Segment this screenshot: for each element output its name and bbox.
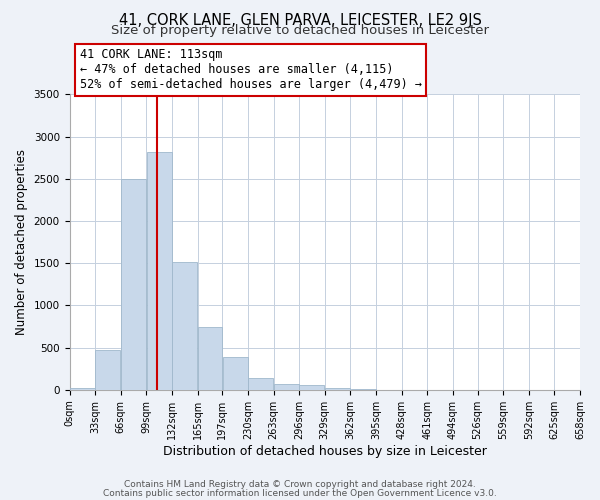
Text: Contains public sector information licensed under the Open Government Licence v3: Contains public sector information licen… <box>103 488 497 498</box>
Text: Contains HM Land Registry data © Crown copyright and database right 2024.: Contains HM Land Registry data © Crown c… <box>124 480 476 489</box>
Y-axis label: Number of detached properties: Number of detached properties <box>15 149 28 335</box>
Bar <box>248 378 273 390</box>
Text: 41, CORK LANE, GLEN PARVA, LEICESTER, LE2 9JS: 41, CORK LANE, GLEN PARVA, LEICESTER, LE… <box>119 12 481 28</box>
X-axis label: Distribution of detached houses by size in Leicester: Distribution of detached houses by size … <box>163 444 487 458</box>
Text: 41 CORK LANE: 113sqm
← 47% of detached houses are smaller (4,115)
52% of semi-de: 41 CORK LANE: 113sqm ← 47% of detached h… <box>80 48 422 92</box>
Bar <box>198 328 222 390</box>
Bar <box>121 179 146 390</box>
Bar <box>172 262 197 390</box>
Bar <box>325 388 350 390</box>
Bar <box>299 385 325 390</box>
Bar <box>223 357 248 390</box>
Bar <box>274 384 299 390</box>
Bar <box>95 350 121 390</box>
Text: Size of property relative to detached houses in Leicester: Size of property relative to detached ho… <box>111 24 489 37</box>
Bar <box>146 152 172 390</box>
Bar <box>70 388 95 390</box>
